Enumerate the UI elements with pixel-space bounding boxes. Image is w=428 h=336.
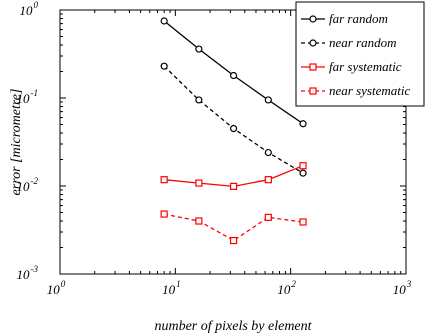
series-2	[160, 162, 307, 190]
legend-marker	[309, 87, 317, 95]
data-point	[299, 162, 307, 170]
data-point	[264, 176, 272, 184]
data-point	[264, 96, 272, 104]
legend-marker	[309, 39, 317, 47]
series-line	[164, 213, 304, 242]
data-point	[195, 179, 203, 187]
x-tick-label: 100	[47, 279, 66, 297]
data-point	[160, 62, 168, 70]
data-point	[264, 148, 272, 157]
series-layer	[160, 17, 307, 245]
legend-item: far random	[301, 11, 388, 26]
data-point	[299, 169, 307, 177]
x-tick-label: 103	[393, 279, 412, 297]
legend-marker	[309, 63, 317, 71]
legend-item: far systematic	[301, 59, 402, 74]
legend-label: near systematic	[329, 83, 410, 98]
data-point	[195, 45, 203, 53]
legend-item: near systematic	[301, 83, 410, 98]
series-3	[160, 210, 307, 245]
x-tick-label: 101	[162, 279, 181, 297]
legend-item: near random	[301, 35, 397, 50]
x-axis-label: number of pixels by element	[154, 319, 312, 334]
legend-label: near random	[329, 35, 397, 50]
data-point	[229, 71, 238, 80]
data-point	[160, 210, 168, 218]
legend-marker	[309, 15, 317, 23]
data-point	[195, 96, 203, 104]
series-1	[160, 62, 307, 177]
data-point	[195, 217, 203, 225]
y-axis-label: error [micrometre]	[9, 89, 24, 196]
data-point	[160, 17, 168, 25]
y-tick-label: 10-3	[17, 264, 39, 282]
data-point	[160, 176, 168, 184]
legend: far random near random far systematic near …	[295, 1, 425, 107]
x-tick-label: 102	[277, 279, 296, 297]
series-0	[160, 17, 307, 128]
data-point	[229, 182, 238, 190]
data-point	[229, 124, 238, 133]
legend-label: far random	[329, 11, 388, 26]
data-point	[299, 120, 307, 128]
data-point	[229, 236, 238, 245]
data-point	[299, 218, 307, 226]
data-point	[264, 213, 272, 221]
y-tick-label: 100	[20, 0, 39, 18]
legend-label: far systematic	[329, 59, 402, 74]
